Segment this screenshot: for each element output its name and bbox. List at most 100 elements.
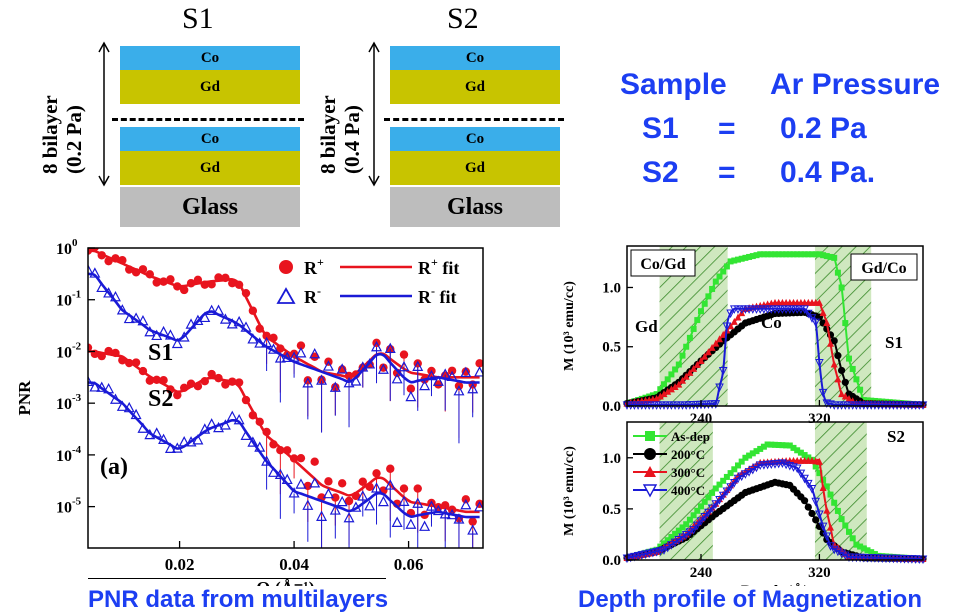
mag-s2-point-300°C-54 — [823, 506, 831, 514]
pnr-point-S1-R-minus-56 — [467, 382, 479, 394]
pnr-point-S2-R-plus-13 — [173, 390, 182, 400]
mag-s2-point-400°C-2 — [630, 552, 639, 562]
pnr-legend-rminus-fit-sup: - — [431, 284, 435, 298]
pnr-point-S2-R-minus-15 — [185, 436, 197, 447]
pnr-point-S2-R-plus-22 — [234, 378, 244, 387]
mag-s1-point-300°C-53 — [819, 308, 827, 316]
mag-s1-point-300°C-60 — [845, 394, 853, 402]
mag-s2-point-400°C-7 — [648, 548, 658, 558]
pnr-point-S1-R-plus-18 — [207, 280, 216, 289]
mag-s2-point-As-dep-18 — [690, 512, 697, 519]
mag-s2-point-400°C-25 — [715, 496, 724, 505]
pnr-point-S1-R-minus-54 — [453, 385, 465, 396]
pnr-point-S2-R-minus-55 — [460, 498, 472, 510]
mag-s2-point-400°C-1 — [626, 553, 636, 563]
mag-s1-point-As-dep-33 — [746, 253, 753, 260]
mag-s2-point-400°C-56 — [829, 545, 839, 555]
pnr-point-S2-R-minus-27 — [267, 466, 279, 477]
pnr-point-S1-R-plus-57 — [475, 359, 483, 368]
mag-s2-point-400°C-15 — [678, 533, 687, 543]
pnr-point-S2-R-plus-2 — [97, 351, 106, 361]
mag-s2-point-400°C-23 — [707, 504, 717, 514]
pnr-point-S2-R-minus-1 — [89, 381, 101, 392]
pnr-point-S1-R-plus-26 — [262, 331, 271, 341]
pnr-point-S2-R-plus-35 — [324, 477, 333, 486]
s1-side-label-line2: (0.2 Pa) — [62, 105, 86, 174]
pnr-point-S1-R-minus-35 — [322, 360, 334, 371]
mag-s1-point-As-dep-45 — [790, 251, 797, 258]
mag-s1-point-As-dep-12 — [668, 371, 675, 378]
pnr-point-S2-R-plus-14 — [179, 383, 189, 392]
mag-s2-point-300°C-53 — [819, 484, 827, 492]
mag-s1-point-As-dep-60 — [846, 355, 852, 362]
mag-s2-point-As-dep-38 — [764, 441, 771, 448]
pnr-ytick-exp-5: -5 — [72, 496, 82, 508]
mag-s2-point-As-dep-65 — [864, 547, 871, 554]
pnr-point-S1-R-plus-20 — [221, 273, 230, 283]
pnr-point-S1-R-plus-27 — [269, 333, 278, 343]
pnr-xtick-label-2: 0.06 — [394, 555, 424, 574]
pnr-point-S1-R-minus-42 — [371, 340, 383, 352]
mag-s2-point-400°C-11 — [663, 543, 673, 553]
mag-s2-point-As-dep-52 — [816, 470, 823, 477]
mag-s2-point-As-dep-44 — [786, 442, 793, 449]
pnr-point-S2-R-minus-26 — [261, 455, 273, 466]
pnr-point-S2-R-minus-0 — [88, 375, 94, 386]
pnr-legend-rminus-fit-label: R- fit — [418, 284, 457, 307]
mag-s2-point-As-dep-13 — [672, 530, 679, 537]
pnr-point-S2-R-plus-36 — [331, 493, 340, 502]
pnr-point-S2-R-minus-53 — [446, 508, 458, 520]
mag-s2-point-400°C-31 — [737, 472, 747, 482]
mag-s2-point-As-dep-22 — [705, 494, 712, 501]
mag-s2-point-As-dep-41 — [775, 442, 782, 448]
mag-s2-point-As-dep-45 — [790, 444, 797, 451]
mag-s2-point-As-dep-63 — [857, 543, 864, 550]
pressure-table-header-pressure: Ar Pressure — [770, 68, 941, 101]
pnr-point-S1-R-plus-55 — [461, 367, 471, 376]
pnr-point-S2-R-minus-54 — [453, 513, 465, 524]
mag-s2-point-As-dep-64 — [860, 545, 867, 552]
mag-s2-point-400°C-28 — [726, 483, 735, 492]
mag-s1-point-As-dep-40 — [772, 251, 778, 258]
mag-s2-point-As-dep-40 — [772, 441, 778, 448]
mag-s2-point-As-dep-20 — [698, 503, 704, 510]
mag-s2-point-As-dep-10 — [661, 540, 667, 547]
mag-s1-point-As-dep-56 — [831, 254, 838, 261]
mag-s2-point-As-dep-62 — [853, 541, 860, 548]
mag-s1-ytick-label-1: 0.5 — [602, 340, 621, 356]
mag-s2-point-200°C-51 — [812, 516, 820, 524]
s2-thickness-arrow — [368, 41, 380, 187]
mag-s1-point-As-dep-11 — [664, 376, 671, 383]
pnr-point-S2-R-plus-11 — [159, 375, 168, 385]
mag-s2-ytick-label-0: 0.0 — [602, 553, 621, 569]
mag-s2-point-As-dep-31 — [738, 458, 745, 465]
pnr-point-S1-R-plus-17 — [200, 280, 209, 289]
pnr-point-S2-R-minus-50 — [425, 500, 437, 511]
s1-bottom-co-layer: Co — [120, 127, 300, 151]
mag-s1-point-As-dep-50 — [809, 251, 815, 258]
s2-side-label-line2: (0.4 Pa) — [340, 105, 364, 174]
pnr-point-S1-R-minus-18 — [206, 304, 218, 315]
mag-s2-point-400°C-32 — [741, 470, 750, 479]
mag-s2-point-400°C-26 — [718, 491, 728, 501]
mag-s2-point-400°C-30 — [733, 474, 743, 484]
pnr-point-S2-R-plus-26 — [262, 427, 271, 437]
pnr-ylabel: PNR — [15, 380, 34, 416]
pnr-point-S1-R-minus-25 — [254, 337, 266, 348]
pnr-point-S1-R-plus-11 — [159, 277, 168, 286]
pnr-point-S2-R-minus-47 — [405, 518, 417, 529]
mag-s1-point-200°C-58 — [838, 366, 846, 375]
pnr-point-S1-R-minus-11 — [158, 325, 170, 337]
mag-s2-legend-label-1: 200°C — [671, 447, 705, 462]
mag-s1-ytick-label-2: 1.0 — [602, 280, 621, 296]
mag-s1-point-400°C-28 — [726, 309, 735, 319]
pnr-point-S1-R-plus-10 — [152, 278, 161, 287]
pnr-point-S2-R-plus-30 — [289, 454, 299, 463]
mag-s1-point-300°C-10 — [660, 390, 668, 398]
mag-s2-point-As-dep-36 — [757, 445, 764, 452]
mag-s1-point-300°C-18 — [690, 364, 698, 372]
pnr-point-S2-R-minus-25 — [254, 441, 266, 452]
pnr-point-S1-R-plus-31 — [296, 341, 306, 350]
pnr-fit-S1-R- — [88, 272, 480, 384]
mag-s2-legend-label-0: As-dep — [671, 429, 710, 444]
